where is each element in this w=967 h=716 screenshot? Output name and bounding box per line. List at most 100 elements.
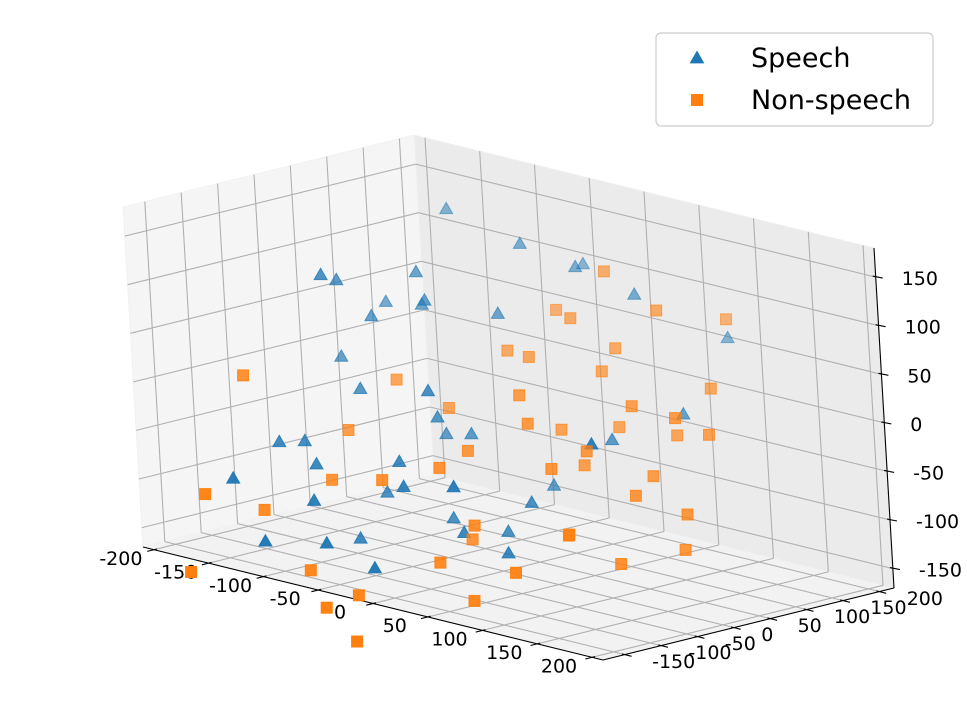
speech-point (396, 479, 411, 492)
non-speech-point (352, 589, 365, 602)
x-grid-line-wall (862, 245, 884, 586)
non-speech-point (681, 508, 694, 521)
z-grid-line-side (127, 212, 419, 286)
x-grid-line-floor (482, 557, 774, 631)
x-tick-mark (311, 588, 322, 593)
z-grid-line-back (421, 260, 882, 375)
z-tick-label: -150 (919, 560, 962, 582)
speech-point (328, 272, 344, 286)
non-speech-point (466, 533, 479, 546)
z-grid-line-side (138, 406, 431, 480)
speech-point (438, 201, 454, 215)
speech-point (490, 305, 506, 319)
non-speech-point (442, 402, 455, 414)
non-speech-point (320, 601, 333, 614)
y-tick-mark (767, 617, 778, 621)
y-grid-line-floor (273, 514, 735, 629)
y-grid-line-wall (144, 201, 166, 542)
x-grid-line-floor (591, 584, 884, 658)
x-tick-mark (585, 656, 596, 660)
legend-speech-label: Speech (751, 43, 850, 74)
non-speech-point (390, 373, 403, 386)
non-speech-point (597, 265, 610, 278)
non-speech-point (650, 304, 663, 317)
non-speech-point (720, 313, 732, 326)
z-tick-label: 100 (905, 317, 941, 339)
y-grid-line-floor (164, 541, 625, 656)
speech-point (258, 533, 273, 547)
y-tick-label: 200 (907, 588, 943, 610)
y-tick-label: -100 (688, 642, 731, 664)
speech-point (430, 409, 445, 423)
non-speech-point (703, 428, 715, 441)
y-tick-label: 150 (870, 597, 906, 619)
x-tick-label: -100 (209, 575, 252, 597)
non-speech-point (669, 412, 681, 425)
non-speech-point (609, 342, 622, 355)
y-grid-line-wall (253, 174, 275, 515)
non-speech-point (342, 424, 355, 436)
z-grid-line-back (426, 357, 888, 472)
speech-point (720, 330, 735, 344)
x-tick-mark (256, 575, 267, 579)
x-grid-line-wall (479, 151, 501, 492)
speech-point (319, 535, 335, 549)
z-grid-line-side (135, 357, 428, 431)
speech-point (512, 236, 528, 249)
non-speech-point (550, 303, 563, 316)
speech-point (363, 308, 379, 322)
z-axis-line (873, 247, 895, 589)
x-tick-mark (475, 629, 486, 633)
non-speech-point (510, 566, 522, 579)
non-speech-point (304, 564, 317, 577)
y-grid-line-floor (310, 505, 771, 620)
non-speech-point (185, 566, 198, 578)
x-grid-line-floor (318, 517, 610, 591)
z-grid-line-back (432, 455, 894, 570)
y-tick-mark (658, 644, 669, 648)
non-speech-point (522, 351, 535, 363)
speech-point (309, 456, 324, 470)
x-grid-line-floor (153, 477, 446, 551)
speech-point (352, 381, 368, 394)
z-grid-line-side (141, 455, 434, 529)
speech-point (546, 477, 562, 491)
legend: Speech Non-speech (655, 32, 934, 127)
y-grid-line-floor (237, 523, 698, 638)
speech-point (313, 267, 328, 281)
y-grid-line-wall (180, 192, 202, 533)
non-speech-point (199, 488, 212, 501)
y-grid-line-floor (346, 496, 807, 611)
speech-point (378, 294, 394, 307)
non-speech-point (461, 444, 474, 457)
non-speech-point (671, 429, 684, 442)
y-axis-line (602, 587, 895, 661)
non-speech-point (595, 365, 608, 378)
non-speech-point (545, 463, 558, 475)
speech-point (380, 484, 395, 498)
non-speech-point (647, 470, 660, 483)
speech-point (420, 383, 436, 397)
z-grid-line-side (133, 309, 425, 383)
y-grid-line-floor (382, 487, 844, 602)
x-grid-line-wall (752, 218, 775, 559)
y-tick-label: 0 (761, 624, 773, 646)
y-tick-mark (803, 608, 814, 612)
x-tick-label: 0 (334, 602, 346, 624)
speech-point (271, 434, 287, 448)
z-tick-mark (889, 567, 901, 571)
speech-point (446, 510, 462, 524)
x-tick-mark (420, 615, 431, 620)
non-speech-point (555, 423, 568, 436)
side-pane (122, 134, 435, 548)
non-speech-point (521, 417, 534, 430)
y-tick-label: 100 (834, 606, 870, 628)
speech-point (408, 264, 424, 278)
z-tick-label: 150 (902, 268, 938, 290)
non-speech-point (434, 556, 447, 569)
speech-point (464, 426, 479, 440)
y-tick-label: -50 (725, 633, 756, 655)
z-tick-label: -100 (916, 511, 959, 533)
speech-point (306, 492, 322, 506)
